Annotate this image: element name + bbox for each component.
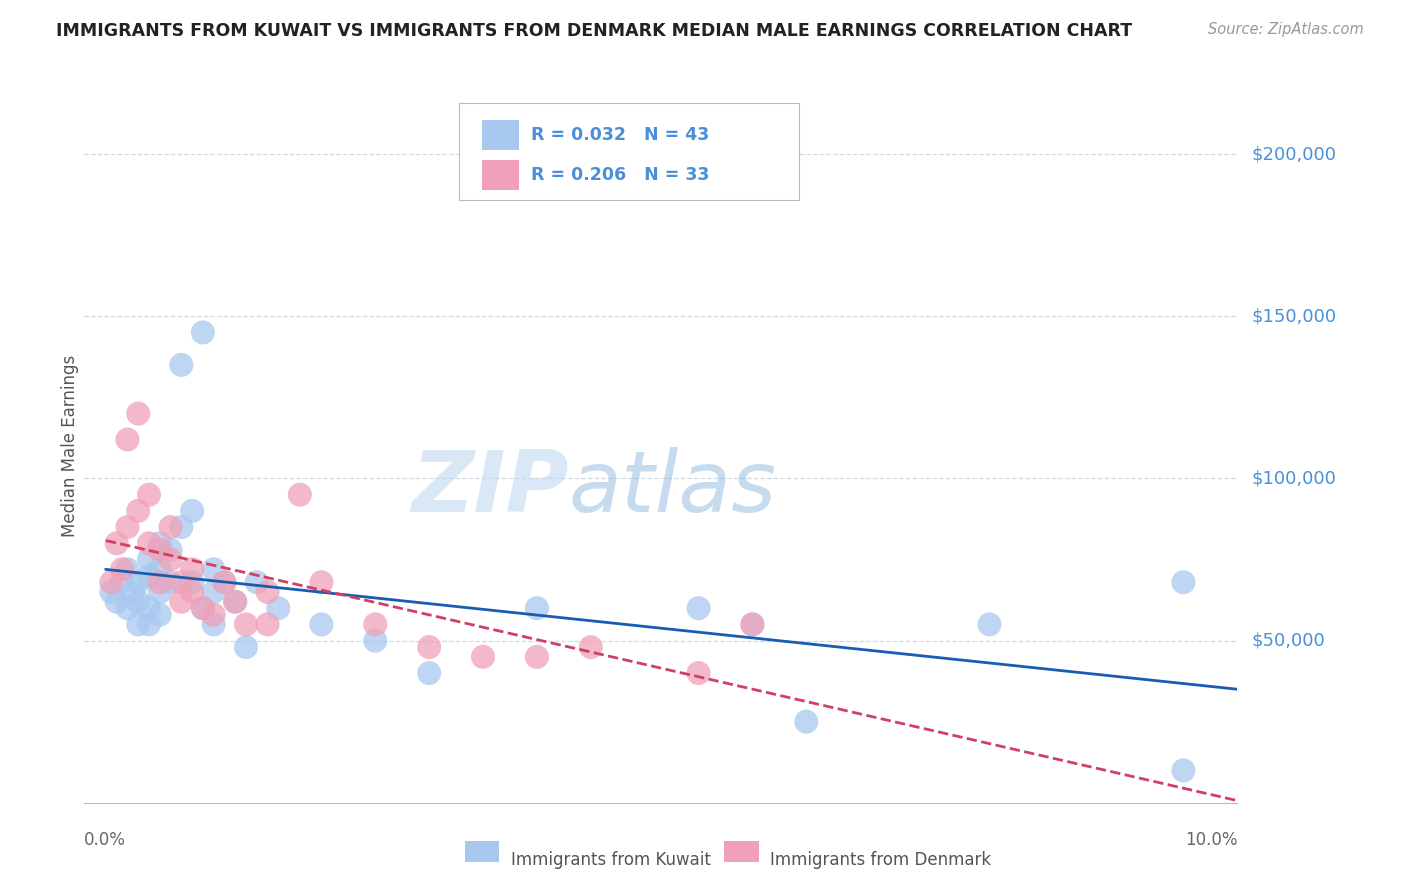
Point <box>117 562 139 576</box>
Text: Immigrants from Kuwait: Immigrants from Kuwait <box>510 851 711 870</box>
Point <box>105 595 128 609</box>
Bar <box>724 840 759 862</box>
Bar <box>465 840 499 862</box>
Point <box>256 585 278 599</box>
Point <box>741 617 763 632</box>
Text: Immigrants from Denmark: Immigrants from Denmark <box>770 851 991 870</box>
Point <box>191 601 214 615</box>
Text: Source: ZipAtlas.com: Source: ZipAtlas.com <box>1208 22 1364 37</box>
Point <box>235 617 257 632</box>
Point <box>138 617 160 632</box>
Point <box>202 617 225 632</box>
Text: $150,000: $150,000 <box>1251 307 1336 326</box>
Point <box>111 562 134 576</box>
Point <box>256 617 278 632</box>
Point <box>267 601 290 615</box>
Point <box>364 633 387 648</box>
Point <box>159 552 181 566</box>
Point <box>224 595 246 609</box>
Text: ZIP: ZIP <box>411 447 568 531</box>
Point <box>105 536 128 550</box>
Point <box>311 575 333 590</box>
Point <box>170 595 193 609</box>
Point <box>191 601 214 615</box>
Point <box>181 562 204 576</box>
Point <box>688 666 710 681</box>
Y-axis label: Median Male Earnings: Median Male Earnings <box>62 355 80 537</box>
Point <box>741 617 763 632</box>
FancyBboxPatch shape <box>458 103 799 200</box>
Point <box>100 575 122 590</box>
Point <box>117 520 139 534</box>
Point <box>526 649 548 664</box>
Point <box>418 640 440 654</box>
Point <box>202 585 225 599</box>
Point <box>170 358 193 372</box>
Point <box>579 640 602 654</box>
Point <box>138 552 160 566</box>
Point <box>246 575 269 590</box>
Point <box>418 666 440 681</box>
Point <box>127 504 149 518</box>
Point <box>202 607 225 622</box>
Point <box>311 617 333 632</box>
Text: $200,000: $200,000 <box>1251 145 1336 163</box>
Point <box>159 575 181 590</box>
Point <box>149 585 172 599</box>
Point <box>1173 764 1195 778</box>
Point <box>181 575 204 590</box>
Point <box>138 568 160 582</box>
Point <box>149 536 172 550</box>
Point <box>111 575 134 590</box>
Point <box>288 488 311 502</box>
Text: $50,000: $50,000 <box>1251 632 1324 649</box>
Point <box>149 575 172 590</box>
Point <box>526 601 548 615</box>
Bar <box>482 120 519 150</box>
Text: R = 0.206   N = 33: R = 0.206 N = 33 <box>530 166 709 184</box>
Point <box>149 542 172 557</box>
Point <box>127 407 149 421</box>
Point <box>149 562 172 576</box>
Point <box>794 714 817 729</box>
Point <box>117 433 139 447</box>
Text: $100,000: $100,000 <box>1251 469 1336 487</box>
Point <box>364 617 387 632</box>
Bar <box>482 160 519 190</box>
Point <box>121 585 143 599</box>
Point <box>159 520 181 534</box>
Point <box>117 601 139 615</box>
Point <box>138 488 160 502</box>
Point <box>224 595 246 609</box>
Text: 10.0%: 10.0% <box>1185 831 1237 849</box>
Text: R = 0.032   N = 43: R = 0.032 N = 43 <box>530 127 709 145</box>
Point <box>127 617 149 632</box>
Point <box>181 504 204 518</box>
Point <box>170 575 193 590</box>
Point <box>214 575 236 590</box>
Point <box>688 601 710 615</box>
Point <box>979 617 1001 632</box>
Point <box>472 649 495 664</box>
Point <box>138 536 160 550</box>
Point <box>181 585 204 599</box>
Point <box>127 595 149 609</box>
Point <box>202 562 225 576</box>
Point <box>214 575 236 590</box>
Text: 0.0%: 0.0% <box>84 831 127 849</box>
Text: IMMIGRANTS FROM KUWAIT VS IMMIGRANTS FROM DENMARK MEDIAN MALE EARNINGS CORRELATI: IMMIGRANTS FROM KUWAIT VS IMMIGRANTS FRO… <box>56 22 1132 40</box>
Point <box>159 542 181 557</box>
Point <box>149 607 172 622</box>
Point <box>235 640 257 654</box>
Text: atlas: atlas <box>568 447 776 531</box>
Point <box>127 575 149 590</box>
Point <box>191 326 214 340</box>
Point <box>138 601 160 615</box>
Point <box>170 520 193 534</box>
Point <box>100 585 122 599</box>
Point <box>1173 575 1195 590</box>
